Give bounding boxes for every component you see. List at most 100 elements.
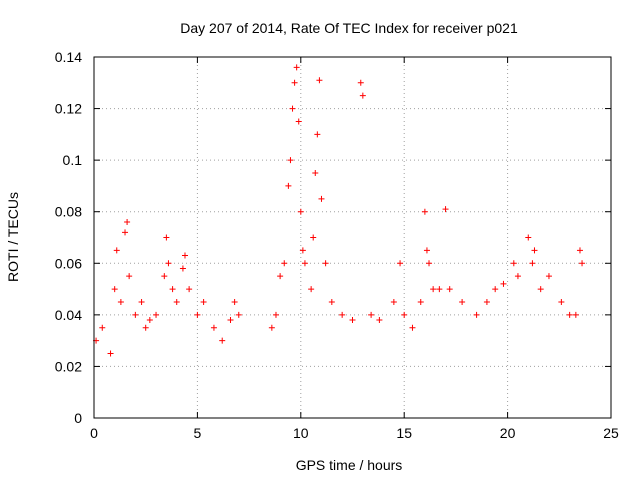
- data-point: [277, 273, 284, 280]
- data-point: [579, 260, 586, 267]
- chart-title: Day 207 of 2014, Rate Of TEC Index for r…: [180, 20, 518, 36]
- data-point: [99, 324, 106, 331]
- data-point: [421, 208, 428, 215]
- x-tick-label: 5: [194, 425, 202, 441]
- data-point: [308, 286, 315, 293]
- data-point: [473, 311, 480, 318]
- data-point: [181, 252, 188, 259]
- x-tick-label: 10: [293, 425, 309, 441]
- y-tick-labels: 0 0.02 0.04 0.06 0.08 0.1 0.12 0.14: [55, 49, 82, 426]
- data-point: [161, 273, 168, 280]
- data-point: [297, 208, 304, 215]
- y-tick-label: 0.08: [55, 204, 82, 220]
- data-point: [285, 182, 292, 189]
- data-point: [122, 229, 129, 236]
- axis-ticks: [93, 56, 612, 419]
- data-point: [231, 298, 238, 305]
- x-tick-labels: 0 5 10 15 20 25: [90, 425, 619, 441]
- data-point: [295, 118, 302, 125]
- data-point: [219, 337, 226, 344]
- data-point: [227, 317, 234, 324]
- data-point: [529, 260, 536, 267]
- data-point: [142, 324, 149, 331]
- grid-lines: [94, 57, 611, 418]
- data-point: [169, 286, 176, 293]
- data-point: [423, 247, 430, 254]
- data-point: [318, 195, 325, 202]
- data-point: [113, 247, 120, 254]
- data-point: [446, 286, 453, 293]
- data-point: [328, 298, 335, 305]
- data-point: [572, 311, 579, 318]
- data-point: [272, 311, 279, 318]
- y-tick-label: 0.06: [55, 255, 82, 271]
- data-point: [349, 317, 356, 324]
- data-point: [173, 298, 180, 305]
- data-point: [200, 298, 207, 305]
- y-axis-title: ROTI / TECUs: [5, 192, 21, 282]
- data-point: [194, 311, 201, 318]
- data-point: [357, 79, 364, 86]
- data-point: [124, 219, 131, 226]
- data-point: [126, 273, 133, 280]
- y-tick-label: 0.1: [63, 152, 83, 168]
- data-point: [293, 64, 300, 71]
- data-point: [210, 324, 217, 331]
- data-point: [312, 170, 319, 177]
- data-marks: [93, 64, 586, 357]
- data-point: [107, 350, 114, 357]
- data-point: [397, 260, 404, 267]
- plot-border: [93, 56, 612, 419]
- y-tick-label: 0: [74, 410, 82, 426]
- x-tick-label: 20: [500, 425, 516, 441]
- data-point: [558, 298, 565, 305]
- y-tick-label: 0.12: [55, 101, 82, 117]
- data-point: [483, 298, 490, 305]
- data-point: [153, 311, 160, 318]
- data-point: [314, 131, 321, 138]
- data-point: [287, 157, 294, 164]
- x-axis-title: GPS time / hours: [296, 457, 403, 473]
- data-point: [301, 260, 308, 267]
- data-point: [111, 286, 118, 293]
- data-point: [186, 286, 193, 293]
- data-point: [310, 234, 317, 241]
- data-point: [368, 311, 375, 318]
- data-point: [531, 247, 538, 254]
- data-point: [132, 311, 139, 318]
- data-point: [417, 298, 424, 305]
- data-point: [316, 77, 323, 84]
- data-point: [339, 311, 346, 318]
- data-point: [359, 92, 366, 99]
- data-point: [545, 273, 552, 280]
- data-point: [146, 317, 153, 324]
- data-point: [409, 324, 416, 331]
- data-point: [322, 260, 329, 267]
- data-point: [430, 286, 437, 293]
- data-point: [459, 298, 466, 305]
- data-point: [281, 260, 288, 267]
- data-point: [537, 286, 544, 293]
- data-point: [510, 260, 517, 267]
- data-point: [268, 324, 275, 331]
- data-point: [376, 317, 383, 324]
- x-tick-label: 0: [90, 425, 98, 441]
- data-point: [514, 273, 521, 280]
- data-point: [138, 298, 145, 305]
- y-tick-label: 0.02: [55, 358, 82, 374]
- data-point: [525, 234, 532, 241]
- data-point: [291, 79, 298, 86]
- data-point: [165, 260, 172, 267]
- data-point: [117, 298, 124, 305]
- data-point: [442, 206, 449, 213]
- y-tick-label: 0.04: [55, 307, 82, 323]
- data-point: [576, 247, 583, 254]
- data-point: [179, 265, 186, 272]
- x-tick-label: 15: [396, 425, 412, 441]
- data-point: [299, 247, 306, 254]
- y-tick-label: 0.14: [55, 49, 82, 65]
- data-point: [289, 105, 296, 112]
- data-point: [390, 298, 397, 305]
- data-point: [436, 286, 443, 293]
